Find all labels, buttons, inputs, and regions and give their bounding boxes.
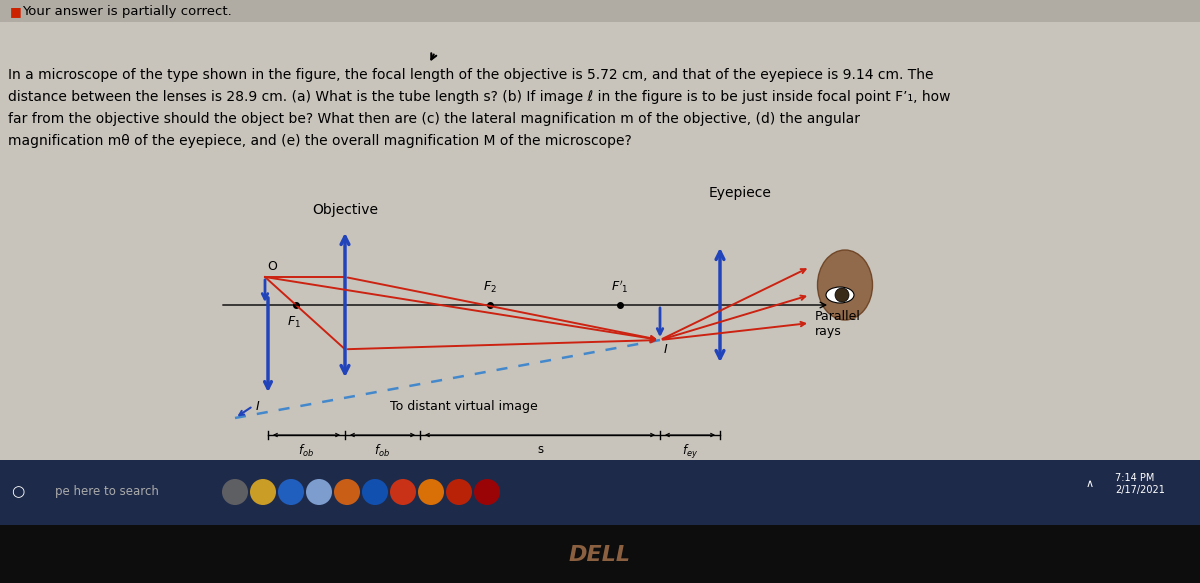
Text: ○: ○ [11,484,25,500]
Ellipse shape [826,287,854,303]
Text: In a microscope of the type shown in the figure, the focal length of the objecti: In a microscope of the type shown in the… [8,68,934,82]
Bar [0,0,1200,22]
Text: $F'_1$: $F'_1$ [611,279,629,295]
Text: $F_1$: $F_1$ [287,315,301,330]
Text: $I$: $I$ [254,400,260,413]
Text: $f_{ob}$: $f_{ob}$ [374,443,390,459]
Bar [0,525,1200,583]
Circle shape [334,479,360,505]
Text: distance between the lenses is 28.9 cm. (a) What is the tube length s? (b) If im: distance between the lenses is 28.9 cm. … [8,90,950,104]
Text: pe here to search: pe here to search [55,486,158,498]
Circle shape [250,479,276,505]
Circle shape [835,288,850,302]
Text: Your answer is partially correct.: Your answer is partially correct. [22,5,232,19]
Text: $f_{ob}$: $f_{ob}$ [298,443,314,459]
Text: O: O [266,260,277,273]
Text: Objective: Objective [312,203,378,217]
Text: $F_2$: $F_2$ [484,280,497,295]
Bar [0,460,215,525]
Text: ■: ■ [10,5,22,19]
Text: 7:14 PM
2/17/2021: 7:14 PM 2/17/2021 [1115,473,1165,495]
Text: far from the objective should the object be? What then are (c) the lateral magni: far from the objective should the object… [8,112,860,126]
Ellipse shape [817,250,872,320]
Text: magnification mθ of the eyepiece, and (e) the overall magnification M of the mic: magnification mθ of the eyepiece, and (e… [8,134,631,148]
Text: To distant virtual image: To distant virtual image [390,400,538,413]
Text: ∧: ∧ [1086,479,1094,489]
Text: Parallel
rays: Parallel rays [815,310,860,338]
Bar [0,0,1200,460]
Text: s: s [536,443,544,456]
Text: $f_{ey}$: $f_{ey}$ [682,443,698,461]
Circle shape [306,479,332,505]
Circle shape [390,479,416,505]
Circle shape [362,479,388,505]
Circle shape [474,479,500,505]
Text: $I$: $I$ [662,343,668,356]
Text: Eyepiece: Eyepiece [708,186,772,200]
Circle shape [222,479,248,505]
Circle shape [418,479,444,505]
Bar [0,460,1200,525]
Circle shape [446,479,472,505]
Text: DELL: DELL [569,545,631,565]
Circle shape [278,479,304,505]
